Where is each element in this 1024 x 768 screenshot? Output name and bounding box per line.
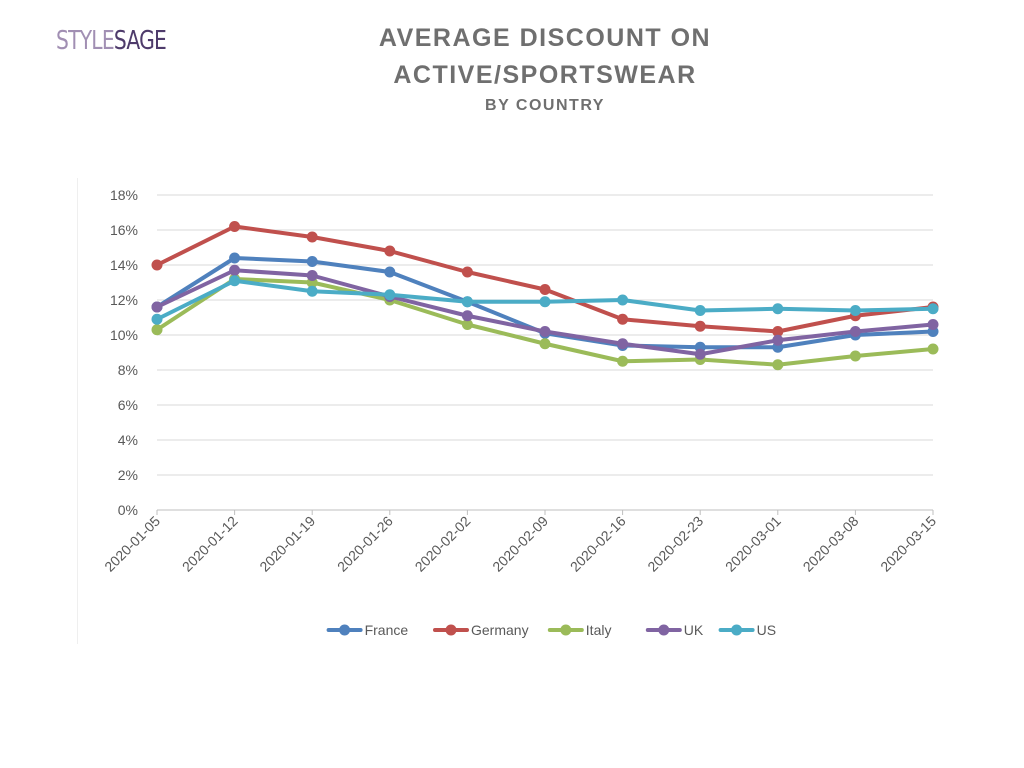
y-tick-label: 16% (110, 222, 138, 238)
series-us (151, 275, 939, 325)
data-point-uk (617, 338, 629, 350)
chart-title-block: AVERAGE DISCOUNT ON ACTIVE/SPORTSWEAR BY… (250, 20, 840, 115)
logo-style-text: STYLE (56, 26, 115, 56)
data-point-uk (151, 301, 163, 313)
data-point-germany (306, 231, 318, 243)
legend-swatch-marker (445, 624, 457, 636)
chart-title: AVERAGE DISCOUNT ON ACTIVE/SPORTSWEAR (250, 20, 840, 94)
data-point-italy (151, 324, 163, 336)
y-tick-label: 14% (110, 257, 138, 273)
data-point-us (461, 296, 473, 308)
data-point-germany (151, 259, 163, 271)
legend-item-italy: Italy (547, 622, 612, 638)
x-tick-label: 2020-03-01 (722, 513, 784, 575)
data-point-italy (461, 319, 473, 330)
y-tick-label: 10% (110, 327, 138, 343)
data-point-uk (927, 319, 939, 330)
legend-item-germany: Germany (433, 622, 529, 638)
y-tick-label: 4% (118, 432, 138, 448)
y-tick-label: 2% (118, 467, 138, 483)
legend-swatch-marker (560, 624, 572, 636)
x-tick-label: 2020-03-15 (877, 513, 939, 575)
data-point-germany (539, 284, 551, 295)
data-point-italy (539, 338, 551, 350)
data-point-germany (772, 326, 784, 337)
chart-frame: 0% 2% 4% 6% 8% 10% 12% 14% 16% 18% 2020-01-05 2020-… (77, 178, 948, 644)
data-point-uk (772, 334, 784, 346)
y-tick-label: 6% (118, 397, 138, 413)
legend-swatch-marker (731, 624, 743, 636)
data-point-us (539, 296, 551, 308)
data-point-italy (772, 359, 784, 371)
legend: France Germany Italy UK US (326, 622, 776, 638)
legend-label: France (365, 622, 409, 638)
logo-sage-text: SAGE (113, 26, 167, 56)
data-point-germany (617, 313, 629, 325)
legend-label: Germany (471, 622, 529, 638)
data-point-france (306, 256, 318, 267)
chart-title-line-1: AVERAGE DISCOUNT ON (378, 24, 712, 52)
legend-swatch-marker (339, 624, 351, 636)
data-point-germany (461, 266, 473, 278)
legend-item-france: France (326, 622, 409, 638)
x-tick-label: 2020-02-02 (412, 513, 474, 575)
x-tick-label: 2020-01-12 (179, 513, 241, 575)
x-tick-label: 2020-02-16 (567, 513, 629, 575)
chart-title-line-2: ACTIVE/SPORTSWEAR (393, 61, 697, 89)
y-tick-label: 12% (110, 292, 138, 308)
data-point-us (384, 289, 396, 301)
legend-label: UK (684, 622, 704, 638)
data-point-us (151, 313, 163, 325)
data-point-uk (849, 326, 861, 337)
legend-label: Italy (586, 622, 612, 638)
data-point-uk (229, 264, 241, 276)
x-tick-label: 2020-01-26 (334, 513, 396, 575)
data-point-uk (461, 310, 473, 322)
y-tick-label: 18% (110, 187, 138, 203)
legend-item-uk: UK (645, 622, 704, 638)
x-tick-label: 2020-03-08 (800, 513, 862, 575)
data-point-italy (617, 355, 629, 367)
legend-item-us: US (718, 622, 776, 638)
series-germany (151, 221, 939, 337)
data-point-us (927, 303, 939, 315)
y-tick-label: 8% (118, 362, 138, 378)
legend-label: US (757, 622, 776, 638)
data-point-us (617, 294, 629, 306)
data-point-france (384, 266, 396, 278)
data-point-us (306, 285, 318, 297)
y-axis-tick-labels: 0% 2% 4% 6% 8% 10% 12% 14% 16% 18% (110, 187, 138, 518)
data-point-uk (539, 326, 551, 337)
data-point-uk (694, 348, 706, 360)
data-point-uk (306, 270, 318, 281)
stylesage-logo: STYLESAGE (56, 26, 167, 56)
data-point-germany (694, 320, 706, 332)
chart-subtitle: BY COUNTRY (485, 97, 605, 114)
data-point-us (229, 275, 241, 287)
data-point-italy (927, 343, 939, 355)
data-point-us (694, 305, 706, 316)
data-point-italy (849, 350, 861, 362)
x-tick-label: 2020-02-23 (644, 513, 706, 575)
x-tick-label: 2020-01-05 (101, 513, 163, 575)
line-chart: 0%2%4%6%8%10%12%14%16%18%2020-01-05 2020-… (101, 187, 939, 638)
x-tick-label: 2020-02-09 (489, 513, 551, 575)
x-tick-label: 2020-01-19 (256, 513, 318, 575)
y-tick-label: 0% (118, 502, 138, 518)
legend-swatch-marker (658, 624, 670, 636)
data-point-us (772, 303, 784, 315)
data-point-germany (384, 245, 396, 257)
series-uk (151, 264, 939, 360)
data-point-germany (229, 221, 241, 232)
data-point-us (849, 305, 861, 316)
data-point-france (229, 252, 241, 264)
x-axis-tick-labels: 2020-01-05 2020-01-12 2020-01-19 2020-01-26… (101, 510, 939, 575)
